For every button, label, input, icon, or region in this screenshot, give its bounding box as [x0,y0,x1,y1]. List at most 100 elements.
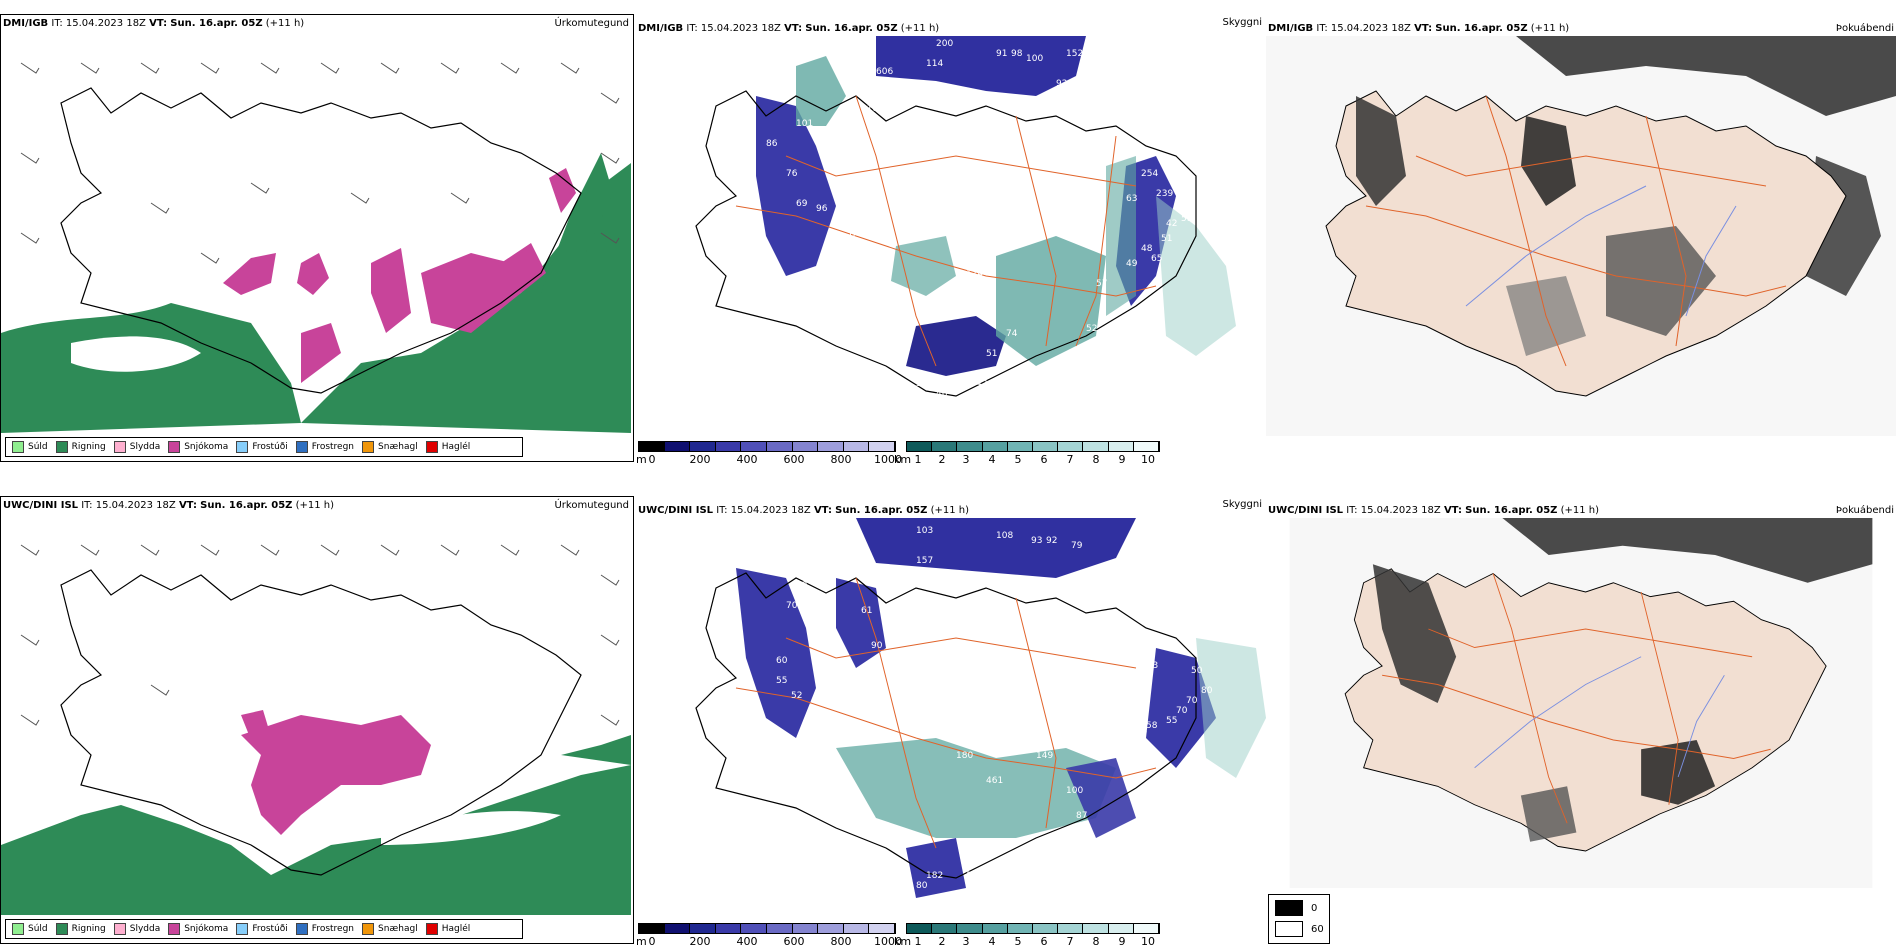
legend-item: Frostúði [236,923,288,935]
rain-area [541,153,613,293]
colorbar-tick: 800 [830,935,852,948]
valid-time: Sun. 16.apr. 05Z [1435,23,1528,34]
cloud-base-colorbar: m 0 200 400 600 800 1000 [636,441,902,467]
init-time: 15.04.2023 18Z [65,18,146,29]
cloud-base-label: 96 [816,204,828,214]
cloud-base-label: 179 [976,239,993,249]
cloud-base-label: 174 [966,269,983,279]
model-name: UWC/DINI ISL [1268,505,1344,516]
colorbar-swatch [1058,442,1084,451]
colorbar-swatch [664,442,691,451]
valid-time: Sun. 16.apr. 05Z [1465,505,1558,516]
panel-type-title: Þokuábendi [1835,23,1894,34]
colorbar-swatch [1133,924,1160,933]
cloud-base-label: 114 [926,59,943,69]
colorbar-tick: 8 [1092,935,1100,948]
cloud-base-label: 50 [1191,666,1203,676]
colorbar-swatch [715,924,742,933]
model-name: DMI/IGB [638,23,684,34]
colorbar-tick: 200 [689,453,711,466]
cloud-base-label: 80 [916,881,928,891]
cloud-base-label: 53 [916,379,927,389]
panel-type-title: Þokuábendi [1835,505,1894,516]
low-cloud-area [756,96,836,276]
panel-type-title: Skyggni [1222,499,1262,510]
low-cloud-area [856,518,1136,578]
legend-swatch [113,923,126,935]
cloud-base-label: 61 [861,606,872,616]
cloud-base-label: 152 [1066,49,1083,59]
cloud-base-label: 200 [936,39,953,49]
vt-label: VT: [1414,23,1433,34]
cloud-base-label: 59 [1181,214,1193,224]
model-name: DMI/IGB [1268,23,1314,34]
cloud-base-label: 233 [1141,661,1158,671]
legend-label: Súld [28,924,48,934]
vt-label: VT: [178,500,197,511]
legend-item: Frostregn [295,441,354,453]
colorbar-swatches [638,441,896,452]
cloud-base-label: 76 [786,169,798,179]
colorbar-swatch [982,924,1008,933]
init-time: 15.04.2023 18Z [1330,23,1411,34]
visibility-area [996,236,1106,366]
cloud-base-label: 91 [996,49,1007,59]
cloud-base-label: 92 [1056,79,1067,89]
colorbar-swatches [906,441,1160,452]
cloud-base-label: 101 [796,119,813,129]
rain-area [301,163,631,433]
valid-time: Sun. 16.apr. 05Z [200,500,293,511]
cloud-base-label: 74 [1006,329,1018,339]
vt-label: VT: [784,23,803,34]
valid-time: Sun. 16.apr. 05Z [805,23,898,34]
iceland-coastline [60,87,582,394]
low-cloud-area [736,568,816,738]
colorbar-tick: 6 [1040,453,1048,466]
lead-time: (+11 h) [900,23,940,34]
fog-index-map [1266,36,1896,436]
fog-dark-area [1520,786,1577,842]
visibility-area [796,56,846,126]
snow-area [549,168,576,213]
low-cloud-area [876,36,1086,96]
legend-item: Slydda [113,441,160,453]
legend-swatch [168,923,181,935]
colorbar-swatch [690,924,716,933]
cloud-base-label: 79 [1071,541,1083,551]
it-label: IT: [1316,23,1328,34]
colorbar-swatch [766,924,793,933]
fog-legend-swatch [1275,921,1303,937]
colorbar-swatch [1007,924,1034,933]
legend-label: Rigning [71,442,106,452]
init-time: 15.04.2023 18Z [730,505,811,516]
cloud-base-label: 51 [1161,234,1172,244]
cloud-base-label: 182 [926,871,943,881]
cloud-base-label: 93 [1031,536,1042,546]
fog-legend-label: 60 [1311,923,1324,935]
cloud-base-label: 69 [796,199,808,209]
rain-gap [71,336,201,372]
legend-swatch [168,441,181,453]
legend-swatch [362,923,375,935]
legend-label: Frostúði [252,924,288,934]
colorbar-tick: 5 [1014,453,1022,466]
cloud-base-label: 370 [836,254,853,264]
colorbar-swatch [843,924,870,933]
colorbar-tick: 1 [914,935,922,948]
legend-label: Snæhagl [378,442,418,452]
precip-map [1,544,631,915]
legend-swatch [113,441,126,453]
cloud-base-label: 100 [1066,786,1083,796]
it-label: IT: [1346,505,1358,516]
panel-header: DMI/IGB IT: 15.04.2023 18Z VT: Sun. 16.a… [3,17,631,31]
fog-index-map [1289,518,1873,888]
cloud-base-label: 47 [1136,731,1147,741]
colorbar-swatch [957,924,983,933]
colorbar-tick: 7 [1066,453,1074,466]
fog-dark-area [1356,96,1406,206]
visibility-area [1066,758,1136,838]
init-time: 15.04.2023 18Z [1360,505,1441,516]
colorbar-swatch [1033,924,1059,933]
colorbar-swatch [715,442,742,451]
colorbar-swatch [1108,442,1134,451]
